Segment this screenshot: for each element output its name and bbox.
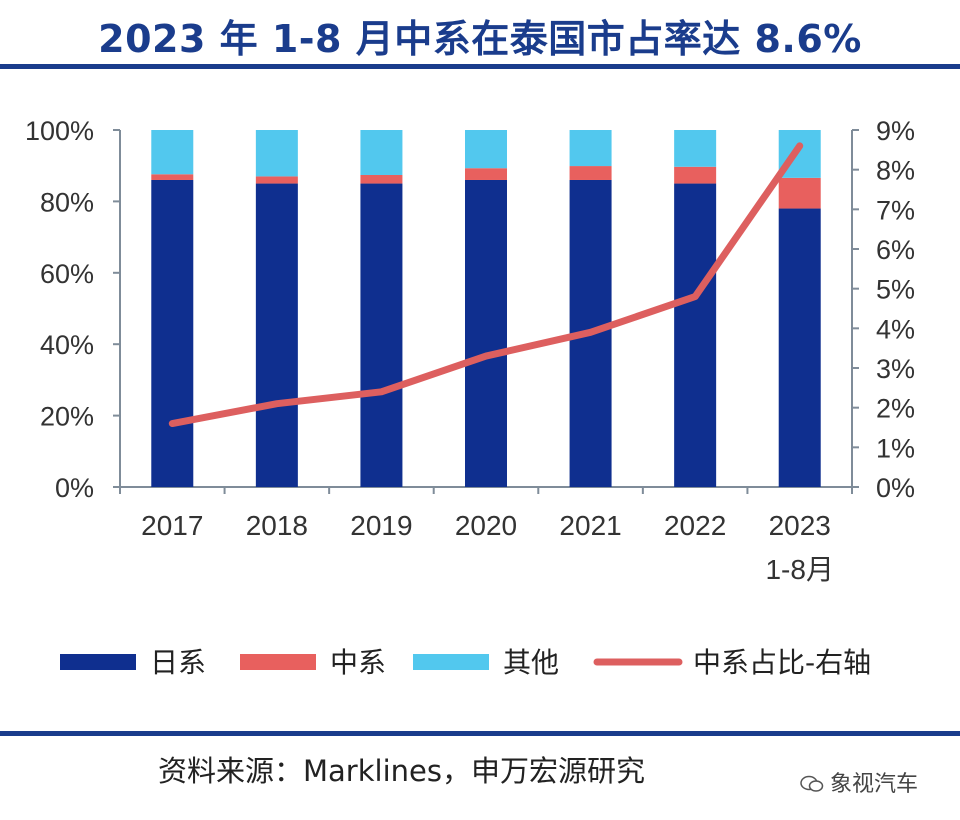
left-tick-label: 100% (25, 116, 94, 146)
line-point (588, 330, 593, 335)
legend-swatch-other (413, 654, 489, 670)
bar-other (151, 130, 194, 175)
legend-swatch-chinese (240, 654, 316, 670)
bar-chinese (151, 174, 194, 180)
x-tick-label: 2023 (769, 510, 831, 541)
bar-other (255, 130, 298, 177)
bar-japanese (674, 183, 717, 488)
x-tick-label: 2020 (455, 510, 517, 541)
stacked-bar-line-chart: 0% 20% 40% 60% 80% 100% 0% 1% 2% 3% 4% 5% 6% 7% 8% 9% 20… (25, 116, 915, 679)
watermark-text: 象视汽车 (830, 772, 919, 797)
chart-title: 2023 年 1-8 月中系在泰国市占率达 8.6% (98, 17, 862, 61)
right-tick-label: 5% (876, 275, 915, 305)
bar-chinese (255, 176, 298, 184)
bar-other (465, 130, 507, 169)
line-point (693, 294, 698, 299)
source-note: 资料来源：Marklines，申万宏源研究 (158, 754, 645, 788)
x-tick-label: 2021 (559, 510, 621, 541)
legend-swatch-japanese (60, 654, 136, 670)
wechat-icon (800, 775, 824, 792)
legend-label-chinese: 中系 (330, 646, 386, 679)
bar-other (674, 130, 717, 167)
bar-japanese (151, 179, 194, 488)
bar-other (569, 130, 612, 167)
bar-chinese (778, 177, 821, 209)
left-tick-label: 40% (40, 330, 94, 360)
bar-chinese (674, 166, 717, 184)
left-tick-label: 80% (40, 187, 94, 217)
right-tick-label: 9% (876, 116, 915, 146)
bar-japanese (778, 208, 821, 488)
bar-japanese (255, 183, 298, 488)
footer-rule (0, 731, 960, 736)
line-point (484, 354, 488, 359)
line-point (379, 389, 384, 394)
bar-japanese (360, 183, 403, 488)
bar-japanese (465, 179, 507, 488)
x-tick-label: 2017 (141, 510, 203, 541)
right-tick-label: 6% (876, 235, 915, 265)
right-tick-label: 4% (876, 314, 915, 344)
right-tick-label: 3% (876, 354, 915, 384)
right-tick-label: 2% (876, 394, 915, 424)
bar-chinese (360, 174, 403, 184)
left-tick-label: 20% (40, 402, 94, 432)
x-tick-label: 2022 (664, 510, 726, 541)
left-tick-label: 0% (55, 473, 94, 503)
bar-chinese (569, 166, 612, 180)
legend-label-other: 其他 (503, 646, 559, 679)
right-tick-label: 8% (876, 156, 915, 186)
legend-label-japanese: 日系 (150, 646, 206, 679)
right-tick-label: 7% (876, 195, 915, 225)
line-point (274, 401, 279, 406)
line-point (170, 421, 175, 426)
x-tick-label: 2019 (350, 510, 412, 541)
right-tick-label: 0% (876, 473, 915, 503)
x-tick-label: 2018 (246, 510, 308, 541)
watermark: 象视汽车 (800, 766, 918, 798)
legend-label-chinese-share: 中系占比-右轴 (693, 646, 871, 679)
line-point (797, 143, 802, 148)
left-tick-label: 60% (40, 259, 94, 289)
bar-chinese (465, 168, 507, 180)
bar-other (360, 130, 403, 175)
x-tick-label: 1-8月 (765, 554, 833, 585)
right-tick-label: 1% (876, 433, 915, 463)
title-rule (0, 64, 960, 69)
